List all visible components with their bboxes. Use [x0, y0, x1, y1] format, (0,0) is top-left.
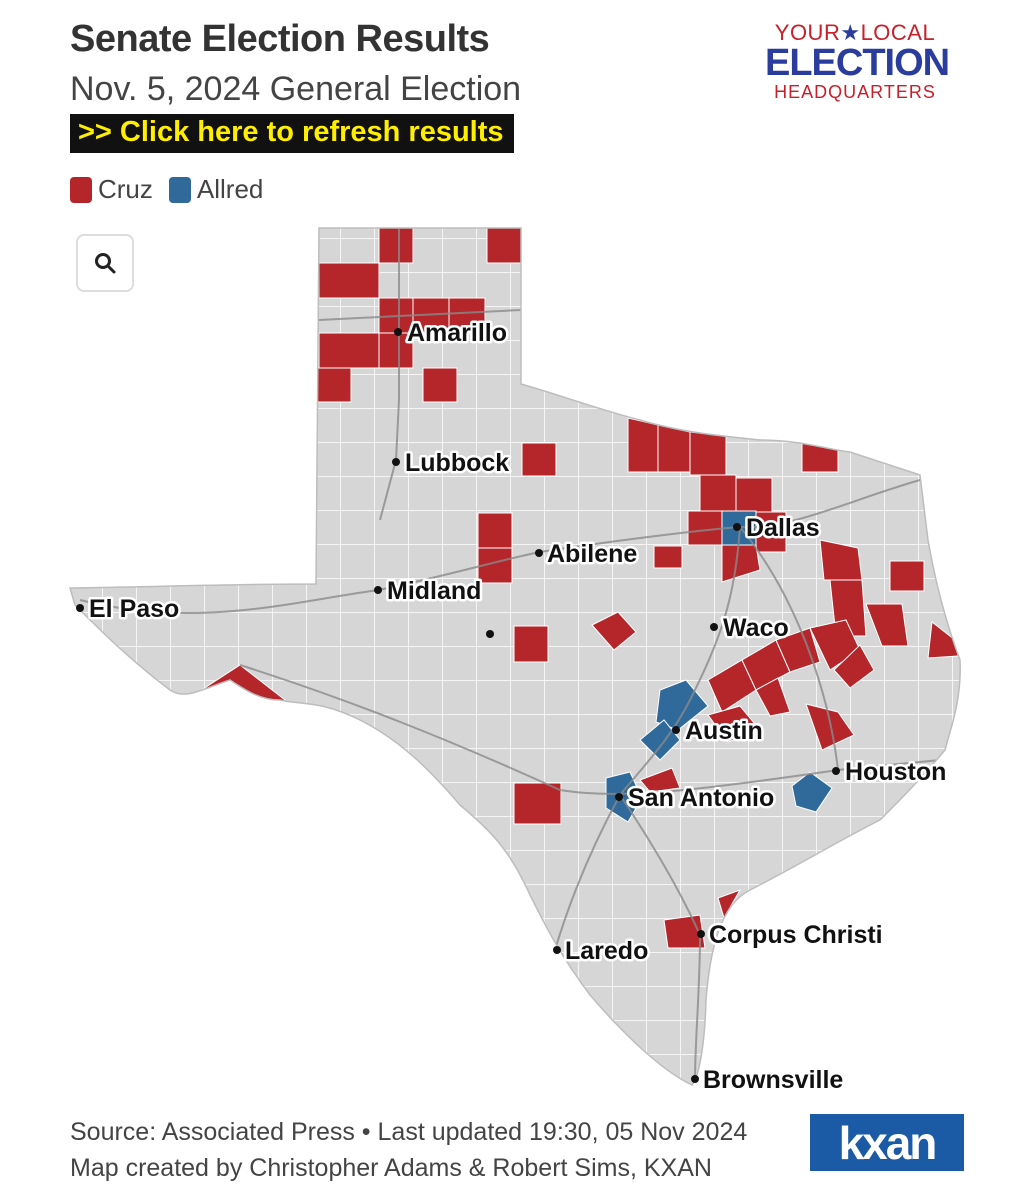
highway: [619, 794, 701, 936]
highway: [239, 664, 941, 795]
county-cruz[interactable]: [316, 367, 352, 403]
legend-item-allred: Allred: [168, 174, 264, 205]
kxan-logo: kxan: [810, 1114, 964, 1171]
highway: [739, 479, 921, 529]
county-cruz[interactable]: [422, 367, 458, 403]
election-hq-logo: YOUR★LOCAL ELECTION HEADQUARTERS: [765, 20, 950, 103]
county-cruz[interactable]: [687, 510, 723, 546]
city-dot-waco: [710, 623, 718, 631]
city-dot-midland: [374, 586, 382, 594]
county-cruz[interactable]: [717, 889, 742, 920]
county-cruz[interactable]: [801, 437, 839, 473]
state-outline: [69, 227, 961, 1086]
county-cruz[interactable]: [639, 767, 681, 793]
logo-text-headquarters: HEADQUARTERS: [774, 82, 936, 102]
city-dot-amarillo: [394, 328, 402, 336]
search-icon: [95, 253, 116, 274]
highways: [79, 229, 941, 1081]
highway: [694, 934, 701, 1081]
county-cruz[interactable]: [653, 545, 683, 569]
page-title: Senate Election Results: [70, 18, 490, 60]
city-labels: Amarillo Lubbock Dallas Abilene Midland …: [87, 317, 949, 1097]
logo-text-election: ELECTION: [765, 42, 950, 84]
city-label-el-paso: El Paso: [89, 595, 179, 623]
highway: [318, 309, 522, 321]
city-label-midland: Midland: [387, 577, 481, 605]
city-label-dallas: Dallas: [746, 514, 820, 542]
legend: Cruz Allred: [70, 174, 279, 205]
county-cruz[interactable]: [513, 782, 562, 825]
credit-text: Map created by Christopher Adams & Rober…: [70, 1154, 712, 1182]
county-cruz[interactable]: [755, 677, 791, 717]
county-cruz[interactable]: [735, 477, 773, 513]
city-dot-san-antonio: [615, 793, 623, 801]
highway: [379, 229, 400, 521]
footer: Source: Associated Press • Last updated …: [70, 1114, 747, 1186]
map-search-button[interactable]: [76, 234, 134, 292]
city-markers: [76, 328, 840, 1083]
county-cruz[interactable]: [378, 228, 414, 264]
county-cruz[interactable]: [318, 262, 380, 299]
county-cruz[interactable]: [775, 627, 821, 673]
county-cruz[interactable]: [591, 611, 637, 651]
county-cruz[interactable]: [486, 228, 522, 264]
city-dot-lubbock: [392, 458, 400, 466]
county-cruz[interactable]: [513, 625, 549, 663]
city-dot-dallas: [733, 523, 741, 531]
page-subtitle: Nov. 5, 2024 General Election: [70, 70, 522, 108]
county-allred[interactable]: [605, 771, 643, 823]
county-cruz[interactable]: [477, 512, 513, 549]
star-icon: ★: [840, 20, 861, 45]
legend-swatch-allred: [168, 176, 191, 203]
city-label-houston: Houston: [845, 758, 946, 786]
city-label-amarillo: Amarillo: [407, 319, 507, 347]
city-label-austin: Austin: [685, 717, 763, 745]
county-allred[interactable]: [655, 679, 709, 731]
county-cruz[interactable]: [318, 332, 380, 369]
city-dot-corpus-christi: [697, 930, 705, 938]
city-label-waco: Waco: [723, 614, 789, 642]
city-label-lubbock: Lubbock: [405, 449, 509, 477]
county-cruz[interactable]: [521, 442, 557, 477]
city-label-laredo: Laredo: [565, 937, 648, 965]
highway: [739, 526, 839, 771]
county-cruz[interactable]: [657, 424, 691, 473]
county-cruz[interactable]: [699, 474, 737, 512]
city-dot-austin: [672, 726, 680, 734]
legend-label-allred: Allred: [196, 174, 264, 204]
legend-item-cruz: Cruz: [70, 174, 153, 205]
source-text: Source: Associated Press • Last updated …: [70, 1118, 748, 1146]
logo-text-local: LOCAL: [860, 20, 936, 45]
county-cruz[interactable]: [378, 332, 414, 369]
city-dot-unlabeled: [486, 630, 494, 638]
city-dot-laredo: [553, 946, 561, 954]
city-dot-brownsville: [691, 1075, 699, 1083]
county-cruz[interactable]: [448, 297, 486, 334]
city-label-corpus-christi: Corpus Christi: [709, 921, 883, 949]
legend-label-cruz: Cruz: [98, 174, 153, 204]
county-cruz[interactable]: [833, 644, 875, 689]
county-allred[interactable]: [639, 719, 681, 761]
refresh-results-link[interactable]: >> Click here to refresh results: [70, 114, 514, 153]
city-dot-houston: [832, 767, 840, 775]
county-cruz[interactable]: [865, 603, 909, 647]
city-label-abilene: Abilene: [547, 540, 637, 568]
kxan-logo-text: kxan: [838, 1116, 938, 1169]
city-dot-el-paso: [76, 604, 84, 612]
city-label-brownsville: Brownsville: [703, 1066, 843, 1094]
logo-text-your: YOUR: [774, 20, 841, 45]
county-cruz[interactable]: [707, 705, 761, 743]
highway: [554, 526, 741, 951]
county-cruz[interactable]: [689, 431, 727, 476]
county-cruz[interactable]: [889, 560, 925, 592]
city-dot-abilene: [535, 549, 543, 557]
legend-swatch-cruz: [70, 176, 92, 203]
highway: [79, 526, 741, 614]
county-layer: [70, 228, 961, 1085]
county-cruz[interactable]: [627, 417, 659, 473]
city-label-san-antonio: San Antonio: [628, 784, 774, 812]
